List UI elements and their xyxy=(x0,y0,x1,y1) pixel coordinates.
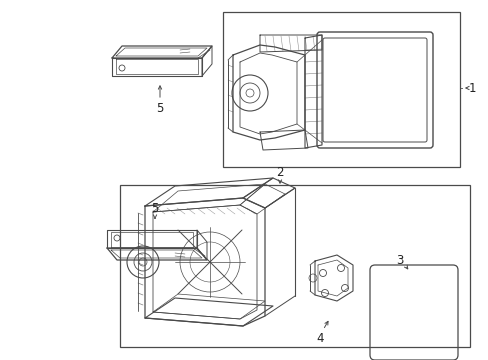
Text: 5: 5 xyxy=(156,102,163,114)
Text: 5: 5 xyxy=(151,202,159,215)
Text: 4: 4 xyxy=(316,332,323,345)
Text: 1: 1 xyxy=(468,81,475,95)
Bar xyxy=(223,12,459,167)
Text: 3: 3 xyxy=(395,255,403,267)
Bar xyxy=(120,185,469,347)
Text: 2: 2 xyxy=(276,166,283,179)
